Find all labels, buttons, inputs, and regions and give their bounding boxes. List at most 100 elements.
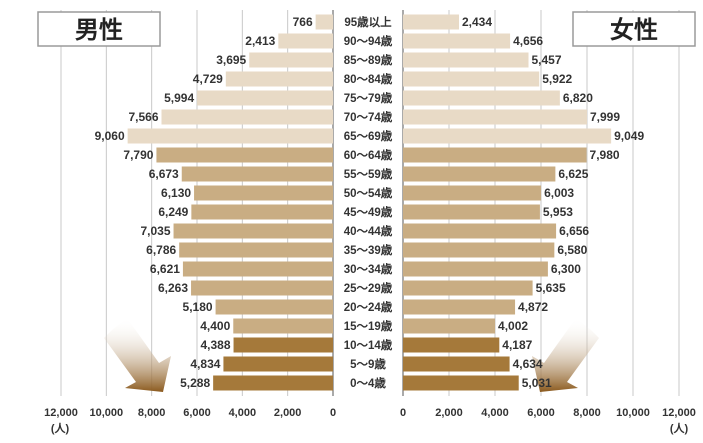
tick-label-left: 6,000: [183, 407, 211, 419]
value-label-female: 6,003: [544, 186, 574, 200]
tick-label-left: 10,000: [90, 407, 124, 419]
bar-male: [233, 337, 333, 353]
category-label: 25〜29歳: [344, 281, 393, 295]
category-label: 0〜4歳: [350, 376, 386, 390]
bar-male: [191, 204, 333, 220]
value-label-male: 4,834: [190, 357, 220, 371]
tick-label-right: 2,000: [435, 407, 463, 419]
x-axis-right: 0 2,000 4,000 6,000 8,000 10,000 12,000: [400, 407, 696, 419]
bar-male: [156, 147, 333, 163]
category-labels-group: 95歳以上 90〜94歳 85〜89歳 80〜84歳 75〜79歳 70〜74歳 65〜69…: [344, 15, 393, 390]
category-label: 20〜24歳: [344, 300, 393, 314]
value-label-female: 2,434: [462, 15, 492, 29]
bar-male: [161, 109, 333, 125]
category-label: 40〜44歳: [344, 224, 393, 238]
bar-male: [173, 223, 333, 239]
value-label-male: 4,729: [193, 72, 223, 86]
category-label: 95歳以上: [344, 15, 392, 29]
category-label: 80〜84歳: [344, 72, 393, 86]
tick-label-left: 4,000: [229, 407, 257, 419]
bar-female: [403, 375, 519, 391]
bar-female: [403, 147, 587, 163]
unit-label-left: (人): [51, 421, 70, 435]
bar-male: [223, 356, 333, 372]
tick-label-right: 0: [400, 407, 406, 419]
bar-male: [225, 71, 333, 87]
female-label-box: 女性: [572, 11, 696, 47]
category-label: 60〜64歳: [344, 148, 393, 162]
value-label-male: 5,994: [164, 91, 194, 105]
bar-male: [215, 299, 333, 315]
tick-label-left: 12,000: [44, 407, 78, 419]
value-label-female: 6,580: [557, 243, 587, 257]
value-label-female: 7,980: [590, 148, 620, 162]
value-label-female: 6,820: [563, 91, 593, 105]
value-label-male: 6,673: [149, 167, 179, 181]
value-label-male: 4,388: [201, 338, 231, 352]
value-label-female: 5,953: [543, 205, 573, 219]
tick-label-left: 8,000: [138, 407, 166, 419]
bar-female: [403, 90, 560, 106]
value-label-female: 5,457: [532, 53, 562, 67]
bar-male: [249, 52, 333, 68]
bar-male: [191, 280, 333, 296]
tick-label-right: 4,000: [481, 407, 509, 419]
tick-label-left: 2,000: [274, 407, 302, 419]
bar-female: [403, 223, 557, 239]
category-label: 50〜54歳: [344, 186, 393, 200]
bar-male: [194, 185, 333, 201]
value-label-female: 4,187: [502, 338, 532, 352]
value-label-male: 6,130: [161, 186, 191, 200]
value-label-male: 9,060: [95, 129, 125, 143]
bar-female: [403, 71, 540, 87]
x-axis-left: 0 2,000 4,000 6,000 8,000 10,000 12,000: [44, 407, 336, 419]
value-label-female: 6,625: [558, 167, 588, 181]
bar-female: [403, 52, 529, 68]
category-label: 65〜69歳: [344, 129, 393, 143]
male-label: 男性: [75, 17, 123, 44]
category-label: 75〜79歳: [344, 91, 393, 105]
bar-female: [403, 280, 533, 296]
bar-female: [403, 261, 548, 277]
bar-female: [403, 128, 612, 144]
value-label-male: 3,695: [216, 53, 246, 67]
value-label-female: 9,049: [614, 129, 644, 143]
value-labels-group: 766 2,434 2,413 4,656 3,695 5,457 4,729 5,922 5,…: [95, 15, 645, 390]
value-label-male: 7,566: [128, 110, 158, 124]
category-label: 30〜34歳: [344, 262, 393, 276]
bar-female: [403, 204, 540, 220]
value-label-female: 7,999: [590, 110, 620, 124]
tick-label-right: 6,000: [527, 407, 555, 419]
value-label-female: 5,031: [522, 376, 552, 390]
value-label-male: 6,249: [158, 205, 188, 219]
value-label-male: 6,786: [146, 243, 176, 257]
tick-label-right: 10,000: [616, 407, 650, 419]
male-label-box: 男性: [37, 11, 161, 47]
bar-female: [403, 33, 511, 49]
category-label: 10〜14歳: [344, 338, 393, 352]
bar-male: [315, 14, 333, 30]
bar-female: [403, 299, 516, 315]
value-label-female: 4,002: [498, 319, 528, 333]
bar-female: [403, 356, 510, 372]
bar-male: [197, 90, 333, 106]
value-label-male: 5,180: [183, 300, 213, 314]
bar-male: [213, 375, 333, 391]
value-label-male: 6,621: [150, 262, 180, 276]
value-label-male: 766: [293, 15, 313, 29]
category-label: 45〜49歳: [344, 205, 393, 219]
value-label-female: 6,656: [559, 224, 589, 238]
bar-female: [403, 318, 496, 334]
female-label: 女性: [610, 16, 658, 44]
bar-male: [233, 318, 333, 334]
unit-label-right: (人): [670, 421, 689, 435]
value-label-female: 4,634: [513, 357, 543, 371]
bar-male: [182, 261, 333, 277]
value-label-male: 7,790: [123, 148, 153, 162]
bar-male: [127, 128, 333, 144]
down-arrow-right-icon: [532, 318, 599, 392]
category-label: 5〜9歳: [350, 357, 386, 371]
bar-female: [403, 14, 459, 30]
value-label-male: 7,035: [141, 224, 171, 238]
value-label-female: 4,872: [518, 300, 548, 314]
